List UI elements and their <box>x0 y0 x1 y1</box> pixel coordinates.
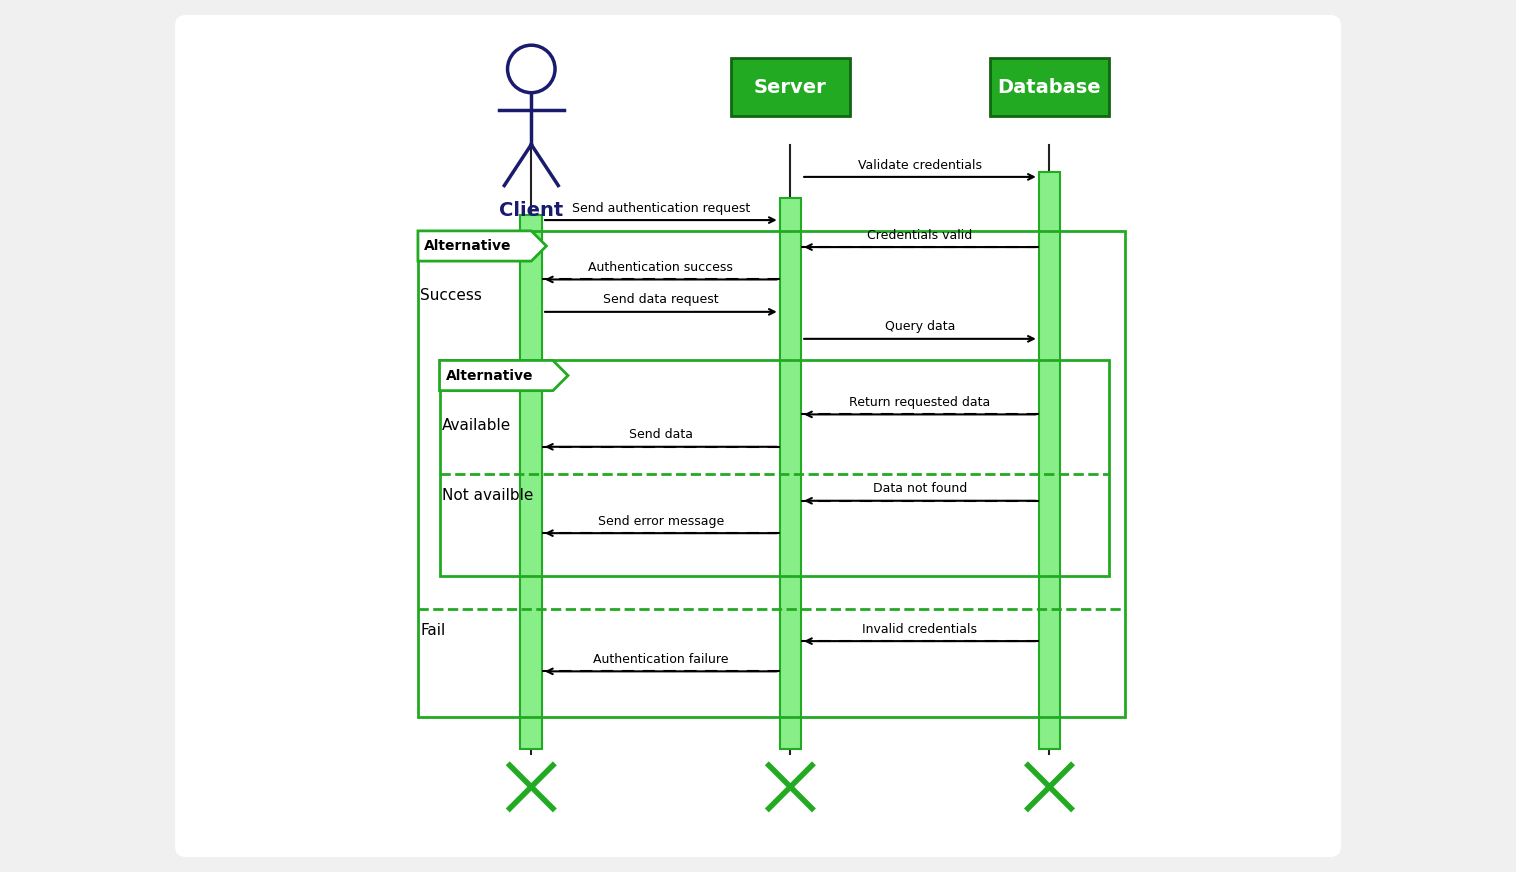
Text: Success: Success <box>420 288 482 303</box>
Text: Alternative: Alternative <box>446 369 534 383</box>
Text: Database: Database <box>998 78 1101 97</box>
Text: Query data: Query data <box>885 320 955 333</box>
Text: Data not found: Data not found <box>873 482 967 495</box>
Text: Server: Server <box>753 78 826 97</box>
Polygon shape <box>440 360 568 391</box>
Text: Not availble: Not availble <box>441 487 534 503</box>
Text: Alternative: Alternative <box>424 239 512 253</box>
FancyBboxPatch shape <box>174 15 1342 857</box>
Text: Credentials valid: Credentials valid <box>867 228 973 242</box>
Text: Authentication failure: Authentication failure <box>593 653 729 666</box>
Bar <box>520 215 543 749</box>
Text: Client: Client <box>499 201 564 220</box>
Bar <box>990 58 1108 117</box>
Bar <box>779 199 800 749</box>
Text: Return requested data: Return requested data <box>849 396 990 409</box>
Text: Authentication success: Authentication success <box>588 261 734 274</box>
Text: Validate credentials: Validate credentials <box>858 159 982 172</box>
Bar <box>731 58 850 117</box>
Polygon shape <box>418 231 546 261</box>
Bar <box>440 360 1108 576</box>
Text: Send data: Send data <box>629 428 693 441</box>
Text: Fail: Fail <box>420 623 446 637</box>
Text: Send authentication request: Send authentication request <box>572 201 750 215</box>
Text: Send error message: Send error message <box>597 514 725 528</box>
Bar <box>1038 172 1060 749</box>
Bar <box>418 231 1125 717</box>
Text: Invalid credentials: Invalid credentials <box>863 623 978 636</box>
Text: Send data request: Send data request <box>603 294 719 306</box>
Text: Available: Available <box>441 418 511 433</box>
